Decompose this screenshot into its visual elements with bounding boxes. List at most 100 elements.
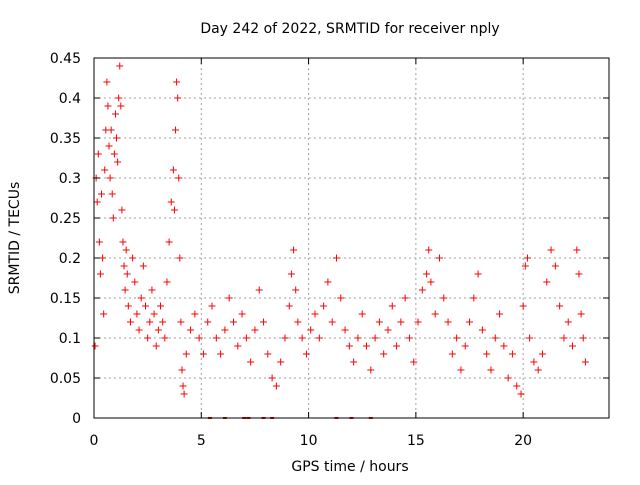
data-point bbox=[152, 342, 160, 350]
data-point bbox=[393, 342, 401, 350]
data-point bbox=[474, 270, 482, 278]
data-point bbox=[491, 334, 499, 342]
x-tick-label: 20 bbox=[514, 433, 532, 449]
data-point bbox=[290, 246, 298, 254]
y-tick-label: 0 bbox=[72, 411, 81, 427]
data-point bbox=[320, 302, 328, 310]
data-point bbox=[99, 254, 107, 262]
data-point bbox=[298, 334, 306, 342]
data-point bbox=[272, 382, 280, 390]
data-point bbox=[124, 302, 132, 310]
data-point bbox=[315, 334, 323, 342]
data-point bbox=[579, 334, 587, 342]
data-point bbox=[425, 246, 433, 254]
data-point bbox=[123, 270, 131, 278]
data-point bbox=[410, 358, 418, 366]
data-point bbox=[508, 350, 516, 358]
data-point bbox=[178, 366, 186, 374]
grid-layer bbox=[94, 58, 609, 418]
data-point bbox=[131, 278, 139, 286]
data-point bbox=[307, 326, 315, 334]
data-point bbox=[109, 214, 117, 222]
data-point bbox=[581, 358, 589, 366]
data-point bbox=[107, 126, 115, 134]
data-point bbox=[100, 310, 108, 318]
data-point bbox=[302, 350, 310, 358]
y-tick-label: 0.2 bbox=[59, 251, 81, 267]
data-point bbox=[173, 78, 181, 86]
data-point bbox=[573, 246, 581, 254]
data-point bbox=[96, 270, 104, 278]
data-point bbox=[277, 358, 285, 366]
data-point bbox=[169, 166, 177, 174]
data-point bbox=[519, 302, 527, 310]
data-point bbox=[238, 310, 246, 318]
data-point bbox=[341, 326, 349, 334]
y-tick-label: 0.05 bbox=[50, 371, 81, 387]
ticks-layer bbox=[93, 57, 609, 419]
data-point bbox=[212, 334, 220, 342]
data-point bbox=[414, 318, 422, 326]
data-point bbox=[521, 262, 529, 270]
data-point bbox=[380, 350, 388, 358]
data-point bbox=[324, 278, 332, 286]
data-point bbox=[337, 294, 345, 302]
data-point bbox=[146, 318, 154, 326]
data-point bbox=[176, 254, 184, 262]
x-tick-label: 15 bbox=[407, 433, 425, 449]
data-point bbox=[182, 350, 190, 358]
data-point bbox=[453, 334, 461, 342]
data-point bbox=[108, 190, 116, 198]
data-point bbox=[154, 326, 162, 334]
data-point bbox=[126, 318, 134, 326]
data-point bbox=[94, 150, 102, 158]
data-point bbox=[375, 318, 383, 326]
data-point bbox=[165, 238, 173, 246]
data-point bbox=[106, 174, 114, 182]
data-point bbox=[461, 342, 469, 350]
data-point bbox=[180, 390, 188, 398]
data-point bbox=[448, 350, 456, 358]
y-tick-label: 0.3 bbox=[59, 171, 81, 187]
data-point bbox=[187, 326, 195, 334]
data-point bbox=[93, 198, 101, 206]
data-point bbox=[523, 254, 531, 262]
y-tick-label: 0.25 bbox=[50, 211, 81, 227]
data-point bbox=[91, 342, 99, 350]
data-point bbox=[358, 310, 366, 318]
data-point bbox=[483, 350, 491, 358]
data-point bbox=[371, 334, 379, 342]
data-point bbox=[122, 246, 130, 254]
data-point bbox=[466, 318, 474, 326]
y-tick-label: 0.45 bbox=[50, 51, 81, 67]
data-point bbox=[135, 326, 143, 334]
data-point bbox=[120, 262, 128, 270]
data-point bbox=[292, 286, 300, 294]
data-point bbox=[115, 94, 123, 102]
x-tick-label: 10 bbox=[300, 433, 318, 449]
data-point bbox=[217, 350, 225, 358]
data-point bbox=[496, 310, 504, 318]
data-point bbox=[328, 318, 336, 326]
data-point bbox=[569, 342, 577, 350]
data-point bbox=[95, 238, 103, 246]
data-point bbox=[104, 102, 112, 110]
data-point bbox=[114, 158, 122, 166]
chart-title: Day 242 of 2022, SRMTID for receiver npl… bbox=[200, 21, 499, 37]
data-point bbox=[575, 270, 583, 278]
data-point bbox=[405, 334, 413, 342]
data-point bbox=[251, 326, 259, 334]
data-point bbox=[345, 342, 353, 350]
data-point bbox=[110, 150, 118, 158]
data-point bbox=[530, 358, 538, 366]
data-point bbox=[204, 318, 212, 326]
data-point bbox=[116, 62, 124, 70]
data-point bbox=[191, 310, 199, 318]
data-point bbox=[167, 198, 175, 206]
data-point bbox=[517, 390, 525, 398]
data-point bbox=[179, 382, 187, 390]
y-tick-label: 0.1 bbox=[59, 331, 81, 347]
data-point bbox=[560, 334, 568, 342]
